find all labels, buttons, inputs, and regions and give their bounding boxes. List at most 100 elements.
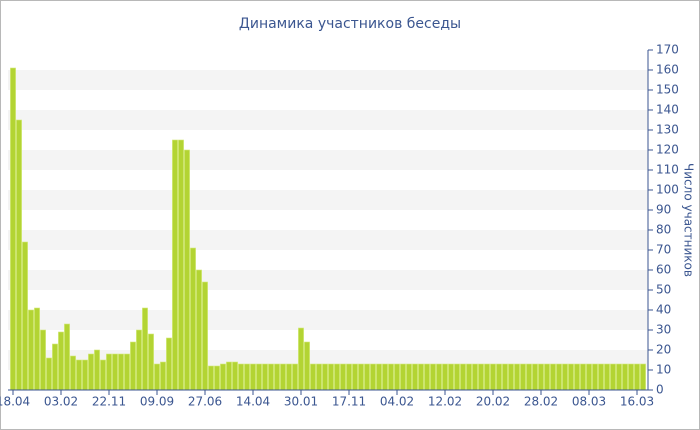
bar <box>130 341 136 391</box>
grid-band <box>8 310 648 330</box>
bar <box>340 363 346 391</box>
bar <box>256 363 262 391</box>
bar <box>274 363 280 391</box>
y-tick-label: 40 <box>656 303 671 317</box>
bar <box>466 363 472 391</box>
bar <box>520 363 526 391</box>
bar <box>436 363 442 391</box>
bar <box>556 363 562 391</box>
bar <box>508 363 514 391</box>
bar <box>358 363 364 391</box>
bar <box>106 353 112 391</box>
x-tick-label: 30.01 <box>284 395 318 409</box>
bar <box>400 363 406 391</box>
bar <box>502 363 508 391</box>
bar <box>52 343 58 391</box>
y-tick-label: 70 <box>656 243 671 257</box>
y-tick-label: 90 <box>656 203 671 217</box>
bar <box>616 363 622 391</box>
bar <box>334 363 340 391</box>
bar <box>220 363 226 391</box>
bar <box>448 363 454 391</box>
bar <box>298 327 304 391</box>
bar <box>208 365 214 391</box>
bar <box>460 363 466 391</box>
bar <box>166 337 172 391</box>
bar <box>70 355 76 391</box>
bar <box>634 363 640 391</box>
bar <box>472 363 478 391</box>
bar <box>532 363 538 391</box>
y-tick-label: 20 <box>656 343 671 357</box>
bar <box>178 139 184 391</box>
grid-band <box>8 70 648 90</box>
bar <box>172 139 178 391</box>
bar <box>514 363 520 391</box>
bar <box>550 363 556 391</box>
x-tick-label: 12.02 <box>428 395 462 409</box>
chart-title: Динамика участников беседы <box>239 16 461 32</box>
bar <box>142 307 148 391</box>
bar <box>280 363 286 391</box>
bar <box>100 359 106 391</box>
bar <box>64 323 70 391</box>
bar <box>250 363 256 391</box>
y-tick-label: 100 <box>656 183 679 197</box>
y-tick-label: 50 <box>656 283 671 297</box>
bar <box>424 363 430 391</box>
y-tick-label: 160 <box>656 63 679 77</box>
x-tick-label: 20.02 <box>476 395 510 409</box>
bar <box>628 363 634 391</box>
bar <box>484 363 490 391</box>
bar <box>34 307 40 391</box>
bar <box>478 363 484 391</box>
grid-band <box>8 270 648 290</box>
x-tick-label: 22.11 <box>92 395 126 409</box>
bar <box>376 363 382 391</box>
bar <box>388 363 394 391</box>
x-tick-label: 17.11 <box>332 395 366 409</box>
bar <box>28 309 34 391</box>
bar <box>640 363 646 391</box>
bar <box>190 247 196 391</box>
bar <box>454 363 460 391</box>
bar <box>196 269 202 391</box>
bar <box>586 363 592 391</box>
y-tick-label: 170 <box>656 43 679 57</box>
bar <box>526 363 532 391</box>
bar <box>148 333 154 391</box>
bar <box>394 363 400 391</box>
y-tick-label: 0 <box>656 383 664 397</box>
bar <box>136 329 142 391</box>
bar <box>58 331 64 391</box>
bar <box>232 361 238 391</box>
bar <box>304 341 310 391</box>
bar <box>604 363 610 391</box>
bar <box>412 363 418 391</box>
bar <box>16 119 22 391</box>
x-tick-label: 28.02 <box>524 395 558 409</box>
y-tick-label: 60 <box>656 263 671 277</box>
y-tick-label: 10 <box>656 363 671 377</box>
x-tick-label: 08.03 <box>572 395 606 409</box>
bar <box>214 365 220 391</box>
x-tick-label: 03.02 <box>44 395 78 409</box>
bar <box>622 363 628 391</box>
bar <box>124 353 130 391</box>
x-tick-label: 18.04 <box>0 395 30 409</box>
y-tick-label: 140 <box>656 103 679 117</box>
bar <box>364 363 370 391</box>
bar <box>286 363 292 391</box>
x-tick-label: 16.03 <box>620 395 654 409</box>
bar <box>352 363 358 391</box>
bar <box>310 363 316 391</box>
x-tick-label: 04.02 <box>380 395 414 409</box>
bar <box>442 363 448 391</box>
bar <box>580 363 586 391</box>
bar <box>184 149 190 391</box>
bar <box>226 361 232 391</box>
bar <box>496 363 502 391</box>
bar <box>40 329 46 391</box>
x-tick-label: 09.09 <box>140 395 174 409</box>
